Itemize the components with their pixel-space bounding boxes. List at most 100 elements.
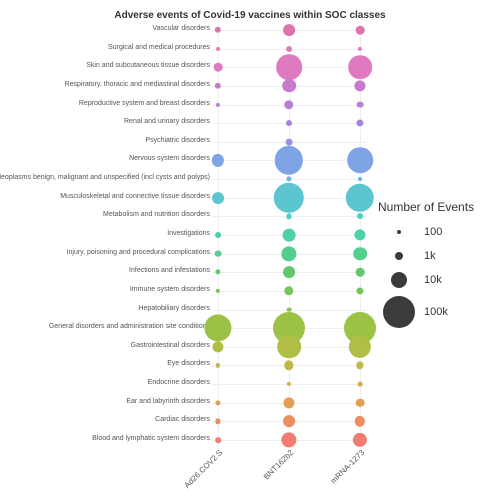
bubble [215, 27, 221, 33]
bubble [284, 361, 293, 370]
bubble [354, 80, 365, 91]
y-axis-label: Blood and lymphatic system disorders [92, 435, 210, 442]
x-axis-label: mRNA-1273 [329, 448, 366, 485]
bubble [356, 398, 365, 407]
legend-dot-slot [382, 272, 416, 288]
bubble [353, 433, 367, 447]
bubble [216, 289, 220, 293]
legend-row: 100k [382, 296, 448, 328]
bubble [358, 382, 363, 387]
y-axis-label: Respiratory, thoracic and mediastinal di… [65, 81, 210, 88]
bubble [356, 268, 365, 277]
bubble [276, 54, 302, 80]
y-axis-label: Renal and urinary disorders [124, 118, 210, 125]
y-axis-label: Surgical and medical procedures [108, 44, 210, 51]
legend-dot [395, 252, 403, 260]
bubble [212, 154, 224, 166]
bubble [281, 432, 296, 447]
y-axis-label: Psychiatric disorders [145, 137, 210, 144]
chart-stage: Adverse events of Covid-19 vaccines with… [0, 0, 500, 500]
legend-dot [383, 296, 415, 328]
y-axis-label: Skin and subcutaneous tissue disorders [86, 62, 210, 69]
bubble [286, 120, 292, 126]
bubble [353, 247, 367, 261]
bubble [204, 315, 231, 342]
bubble [283, 397, 294, 408]
legend-label: 10k [424, 274, 442, 286]
y-axis-label: Eye disorders [167, 360, 210, 367]
bubble [356, 287, 363, 294]
bubble [357, 213, 363, 219]
bubble [215, 437, 221, 443]
bubble [282, 79, 296, 93]
y-axis-label: Reproductive system and breast disorders [79, 100, 210, 107]
y-axis-label: Ear and labyrinth disorders [126, 398, 210, 405]
y-axis-label: Endocrine disorders [148, 379, 210, 386]
legend-label: 100k [424, 306, 448, 318]
y-axis-label: Cardiac disorders [155, 416, 210, 423]
bubble [358, 177, 362, 181]
legend-dot-slot [382, 252, 416, 260]
y-axis-label: Vascular disorders [153, 25, 210, 32]
legend-dot-slot [382, 230, 416, 234]
legend-dot [391, 272, 407, 288]
bubble [356, 362, 363, 369]
bubble [286, 46, 292, 52]
bubble [287, 307, 292, 312]
x-axis-label: BNT162b2 [262, 448, 295, 481]
legend-label: 100 [424, 226, 442, 238]
legend-row: 10k [382, 272, 442, 288]
bubble [275, 146, 303, 174]
bubble [215, 232, 221, 238]
legend-dot-slot [382, 296, 416, 328]
x-axis-label: Ad26.COV2.S [182, 448, 224, 490]
bubble [283, 229, 296, 242]
bubble [354, 229, 365, 240]
bubble [274, 183, 304, 213]
bubble [355, 416, 365, 426]
y-axis-label: Nervous system disorders [129, 155, 210, 162]
bubble [349, 336, 371, 358]
bubble [347, 148, 373, 174]
bubble [284, 100, 293, 109]
bubble [286, 176, 291, 181]
y-axis-label: Neoplasms benign, malignant and unspecif… [0, 174, 210, 181]
bubble [357, 101, 364, 108]
y-axis-label: Investigations [167, 230, 210, 237]
bubble [358, 46, 362, 50]
bubble [283, 415, 295, 427]
bubble [212, 192, 224, 204]
bubble [356, 120, 363, 127]
y-axis-label: Hepatobiliary disorders [138, 305, 210, 312]
chart-title: Adverse events of Covid-19 vaccines with… [0, 10, 500, 21]
y-axis-label: Gastrointestinal disorders [131, 342, 210, 349]
bubble [215, 83, 221, 89]
y-axis-label: General disorders and administration sit… [49, 323, 210, 330]
y-axis-label: Immune system disorders [130, 286, 210, 293]
bubble [356, 26, 365, 35]
bubble [215, 419, 220, 424]
y-axis-label: Metabolism and nutrition disorders [103, 211, 210, 218]
bubble [215, 400, 220, 405]
bubble [277, 335, 301, 359]
bubble [214, 63, 223, 72]
legend-row: 1k [382, 248, 436, 264]
legend-title: Number of Events [378, 200, 474, 214]
bubble [216, 363, 220, 367]
bubble [215, 270, 220, 275]
y-axis-label: Injury, poisoning and procedural complic… [67, 249, 210, 256]
bubble [281, 246, 296, 261]
bubble [283, 24, 295, 36]
bubble [216, 47, 220, 51]
bubble [215, 250, 222, 257]
bubble [286, 138, 293, 145]
y-axis-label: Infections and infestations [129, 267, 210, 274]
bubble [287, 382, 291, 386]
bubble [284, 286, 293, 295]
legend-row: 100 [382, 224, 442, 240]
bubble [212, 341, 223, 352]
bubble [346, 184, 374, 212]
bubble [283, 266, 295, 278]
y-axis-label: Musculoskeletal and connective tissue di… [60, 193, 210, 200]
legend-dot [397, 230, 401, 234]
